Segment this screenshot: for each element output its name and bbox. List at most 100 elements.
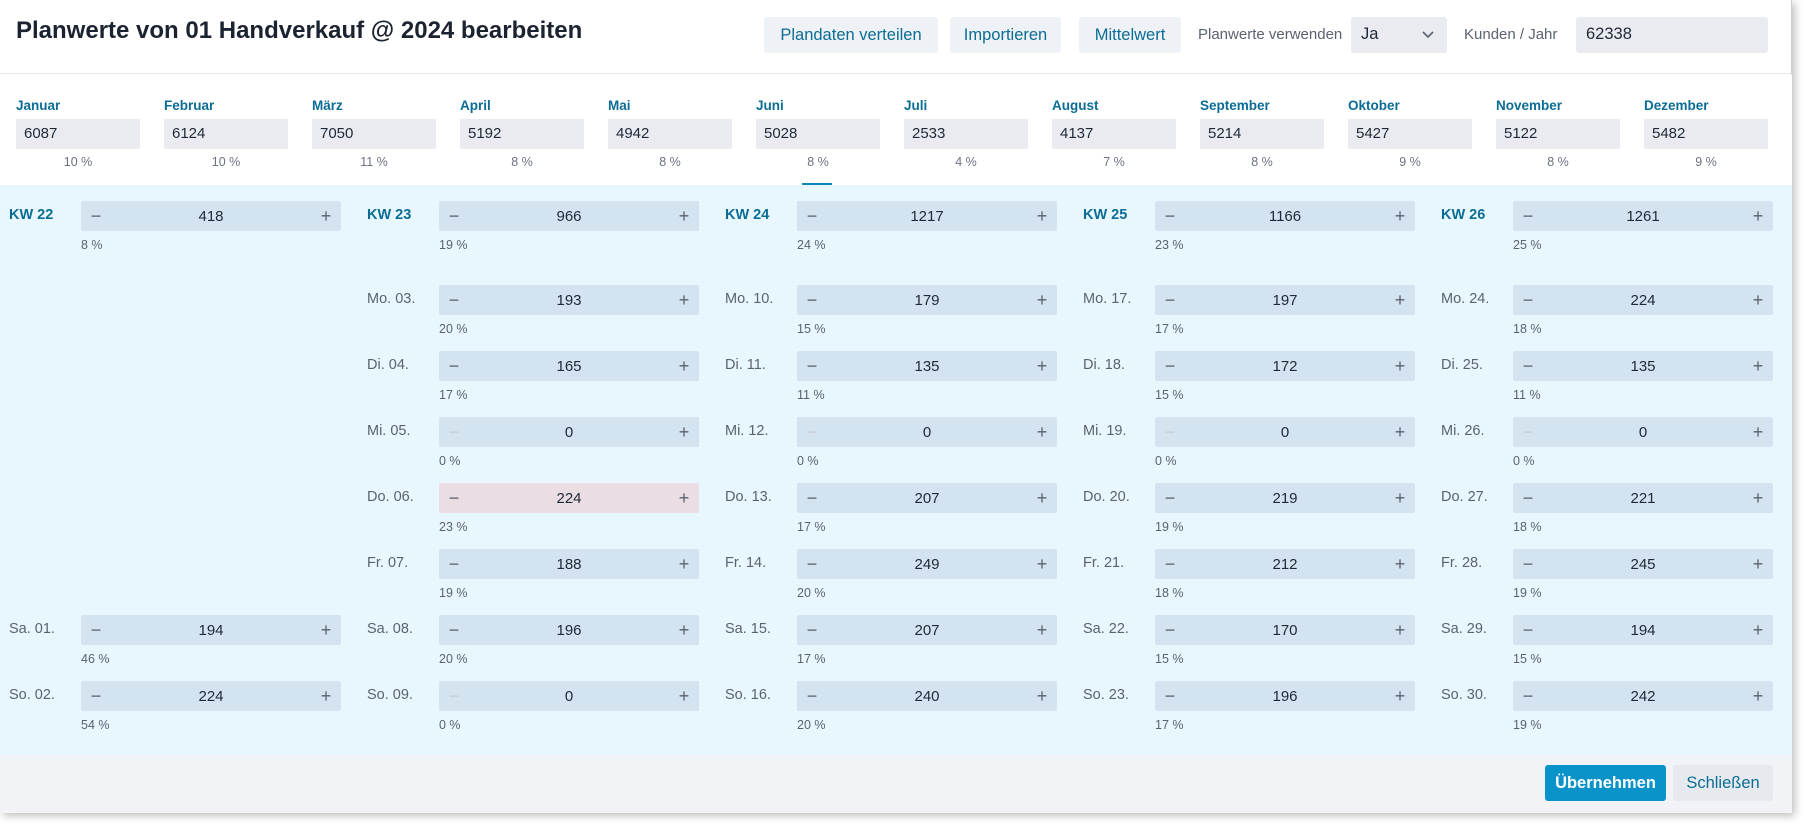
minus-icon[interactable]: − xyxy=(806,685,818,706)
month-tab[interactable]: April xyxy=(460,98,491,113)
minus-icon[interactable]: − xyxy=(1522,205,1534,226)
plus-icon[interactable]: + xyxy=(1036,619,1048,640)
stepper-value[interactable]: 219 xyxy=(1272,489,1298,507)
month-value-input[interactable]: 5192 xyxy=(460,119,584,149)
month-value-input[interactable]: 5482 xyxy=(1644,119,1768,149)
stepper-value[interactable]: 221 xyxy=(1630,489,1656,507)
plus-icon[interactable]: + xyxy=(1752,421,1764,442)
minus-icon[interactable]: − xyxy=(1164,553,1176,574)
stepper-value[interactable]: 172 xyxy=(1272,357,1298,375)
plus-icon[interactable]: + xyxy=(1752,685,1764,706)
minus-icon[interactable]: − xyxy=(448,685,460,706)
plus-icon[interactable]: + xyxy=(678,553,690,574)
stepper-value[interactable]: 418 xyxy=(198,207,224,225)
month-value-input[interactable]: 5214 xyxy=(1200,119,1324,149)
stepper-value[interactable]: 1166 xyxy=(1268,207,1302,225)
stepper-value[interactable]: 240 xyxy=(914,687,940,705)
minus-icon[interactable]: − xyxy=(1522,289,1534,310)
plus-icon[interactable]: + xyxy=(678,355,690,376)
stepper-value[interactable]: 207 xyxy=(914,621,940,639)
plus-icon[interactable]: + xyxy=(1036,487,1048,508)
minus-icon[interactable]: − xyxy=(806,619,818,640)
plus-icon[interactable]: + xyxy=(1036,685,1048,706)
stepper-value[interactable]: 224 xyxy=(198,687,224,705)
stepper-value[interactable]: 194 xyxy=(1630,621,1656,639)
stepper-value[interactable]: 0 xyxy=(1280,423,1290,441)
minus-icon[interactable]: − xyxy=(448,487,460,508)
minus-icon[interactable]: − xyxy=(1164,205,1176,226)
month-tab[interactable]: Juli xyxy=(904,98,928,113)
stepper-value[interactable]: 196 xyxy=(556,621,582,639)
plus-icon[interactable]: + xyxy=(1394,487,1406,508)
plus-icon[interactable]: + xyxy=(678,421,690,442)
plus-icon[interactable]: + xyxy=(1036,421,1048,442)
stepper-value[interactable]: 193 xyxy=(556,291,582,309)
minus-icon[interactable]: − xyxy=(90,685,102,706)
minus-icon[interactable]: − xyxy=(1164,487,1176,508)
month-value-input[interactable]: 4137 xyxy=(1052,119,1176,149)
minus-icon[interactable]: − xyxy=(1164,619,1176,640)
stepper-value[interactable]: 966 xyxy=(556,207,582,225)
plus-icon[interactable]: + xyxy=(1394,205,1406,226)
minus-icon[interactable]: − xyxy=(806,553,818,574)
plus-icon[interactable]: + xyxy=(1394,553,1406,574)
average-button[interactable]: Mittelwert xyxy=(1079,17,1181,53)
plus-icon[interactable]: + xyxy=(678,205,690,226)
stepper-value[interactable]: 245 xyxy=(1630,555,1656,573)
stepper-value[interactable]: 224 xyxy=(556,489,582,507)
month-tab[interactable]: März xyxy=(312,98,343,113)
plus-icon[interactable]: + xyxy=(1394,421,1406,442)
month-tab[interactable]: Dezember xyxy=(1644,98,1709,113)
plus-icon[interactable]: + xyxy=(1752,619,1764,640)
plus-icon[interactable]: + xyxy=(1752,289,1764,310)
minus-icon[interactable]: − xyxy=(1522,553,1534,574)
minus-icon[interactable]: − xyxy=(806,289,818,310)
plus-icon[interactable]: + xyxy=(1036,205,1048,226)
minus-icon[interactable]: − xyxy=(1522,685,1534,706)
minus-icon[interactable]: − xyxy=(448,421,460,442)
stepper-value[interactable]: 1217 xyxy=(910,207,944,225)
plus-icon[interactable]: + xyxy=(678,685,690,706)
minus-icon[interactable]: − xyxy=(448,289,460,310)
month-value-input[interactable]: 5427 xyxy=(1348,119,1472,149)
month-value-input[interactable]: 6124 xyxy=(164,119,288,149)
stepper-value[interactable]: 0 xyxy=(564,687,574,705)
import-button[interactable]: Importieren xyxy=(950,17,1061,53)
plus-icon[interactable]: + xyxy=(678,487,690,508)
stepper-value[interactable]: 1261 xyxy=(1626,207,1660,225)
stepper-value[interactable]: 194 xyxy=(198,621,224,639)
plus-icon[interactable]: + xyxy=(1394,619,1406,640)
stepper-value[interactable]: 0 xyxy=(564,423,574,441)
minus-icon[interactable]: − xyxy=(448,553,460,574)
minus-icon[interactable]: − xyxy=(806,487,818,508)
plus-icon[interactable]: + xyxy=(320,205,332,226)
stepper-value[interactable]: 135 xyxy=(914,357,940,375)
minus-icon[interactable]: − xyxy=(1164,355,1176,376)
month-value-input[interactable]: 5028 xyxy=(756,119,880,149)
plus-icon[interactable]: + xyxy=(1394,685,1406,706)
stepper-value[interactable]: 188 xyxy=(556,555,582,573)
minus-icon[interactable]: − xyxy=(1522,421,1534,442)
minus-icon[interactable]: − xyxy=(90,205,102,226)
minus-icon[interactable]: − xyxy=(448,619,460,640)
month-tab[interactable]: Februar xyxy=(164,98,215,113)
minus-icon[interactable]: − xyxy=(448,205,460,226)
month-tab[interactable]: Januar xyxy=(16,98,61,113)
minus-icon[interactable]: − xyxy=(90,619,102,640)
minus-icon[interactable]: − xyxy=(1164,685,1176,706)
minus-icon[interactable]: − xyxy=(1522,487,1534,508)
stepper-value[interactable]: 224 xyxy=(1630,291,1656,309)
stepper-value[interactable]: 207 xyxy=(914,489,940,507)
plus-icon[interactable]: + xyxy=(1394,289,1406,310)
minus-icon[interactable]: − xyxy=(1164,289,1176,310)
plus-icon[interactable]: + xyxy=(1752,205,1764,226)
plus-icon[interactable]: + xyxy=(1036,553,1048,574)
month-value-input[interactable]: 2533 xyxy=(904,119,1028,149)
plus-icon[interactable]: + xyxy=(320,619,332,640)
plus-icon[interactable]: + xyxy=(1394,355,1406,376)
plus-icon[interactable]: + xyxy=(1036,355,1048,376)
plus-icon[interactable]: + xyxy=(1752,487,1764,508)
plus-icon[interactable]: + xyxy=(320,685,332,706)
apply-button[interactable]: Übernehmen xyxy=(1545,765,1666,801)
use-plan-select[interactable]: Ja xyxy=(1351,17,1447,53)
